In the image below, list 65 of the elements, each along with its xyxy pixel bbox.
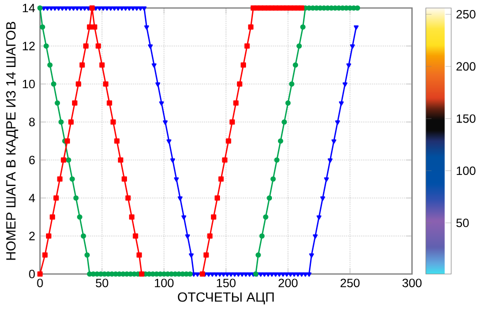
point — [132, 233, 138, 239]
x-tick-label: 0 — [37, 278, 43, 288]
point — [99, 62, 105, 68]
point — [233, 100, 239, 106]
point — [203, 252, 209, 258]
point — [136, 252, 142, 258]
point — [139, 271, 144, 277]
point — [53, 195, 59, 201]
point — [244, 43, 250, 49]
point — [83, 43, 89, 49]
color-bar-label: 200 — [456, 62, 476, 71]
color-bar-label: 250 — [456, 10, 476, 19]
point — [207, 233, 213, 239]
point — [114, 138, 120, 144]
point — [240, 62, 246, 68]
point — [222, 157, 228, 163]
point — [214, 195, 220, 201]
point — [110, 119, 116, 125]
point — [50, 214, 56, 220]
x-tick-label: 50 — [96, 278, 108, 288]
point — [122, 176, 127, 182]
point — [236, 81, 242, 87]
point — [76, 81, 82, 87]
point — [118, 157, 124, 163]
y-tick-label: 8 — [29, 118, 35, 126]
x-tick-label: 250 — [340, 278, 360, 288]
point — [42, 252, 48, 258]
y-tick-label: 14 — [22, 4, 35, 12]
point — [230, 119, 235, 125]
point — [86, 24, 92, 30]
y-tick-label: 2 — [29, 232, 35, 240]
y-tick-label: 6 — [29, 156, 35, 164]
x-tick-label: 150 — [216, 278, 236, 288]
point — [103, 81, 108, 87]
point — [200, 271, 206, 277]
point — [106, 100, 112, 106]
x-tick-label: 200 — [278, 278, 298, 288]
point — [129, 214, 134, 220]
point — [64, 138, 70, 144]
point — [57, 176, 63, 182]
point — [37, 271, 43, 277]
point — [298, 5, 304, 11]
color-bar-label: 100 — [456, 166, 476, 175]
y-tick-label: 12 — [22, 42, 35, 50]
point — [92, 24, 98, 30]
color-bar-label: 50 — [456, 218, 469, 228]
point — [72, 100, 78, 106]
x-axis-title: ОТСЧЕТЫ АЦП — [178, 292, 274, 304]
y-tick-label: 0 — [29, 270, 35, 278]
y-axis-title: НОМЕР ШАГА В КАДРЕ ИЗ 14 ШАГОВ — [6, 22, 18, 260]
point — [68, 119, 74, 125]
point — [60, 157, 66, 163]
point — [248, 24, 254, 30]
y-tick-label: 10 — [22, 80, 35, 88]
y-tick-label: 4 — [28, 194, 35, 202]
point — [79, 62, 85, 68]
point — [125, 195, 131, 201]
x-tick-label: 100 — [154, 278, 174, 288]
point — [210, 214, 216, 220]
color-bar-label: 150 — [456, 114, 476, 123]
point — [46, 233, 52, 239]
point — [218, 176, 224, 182]
x-tick-label: 300 — [402, 278, 422, 288]
point — [226, 138, 232, 144]
point — [96, 43, 101, 49]
